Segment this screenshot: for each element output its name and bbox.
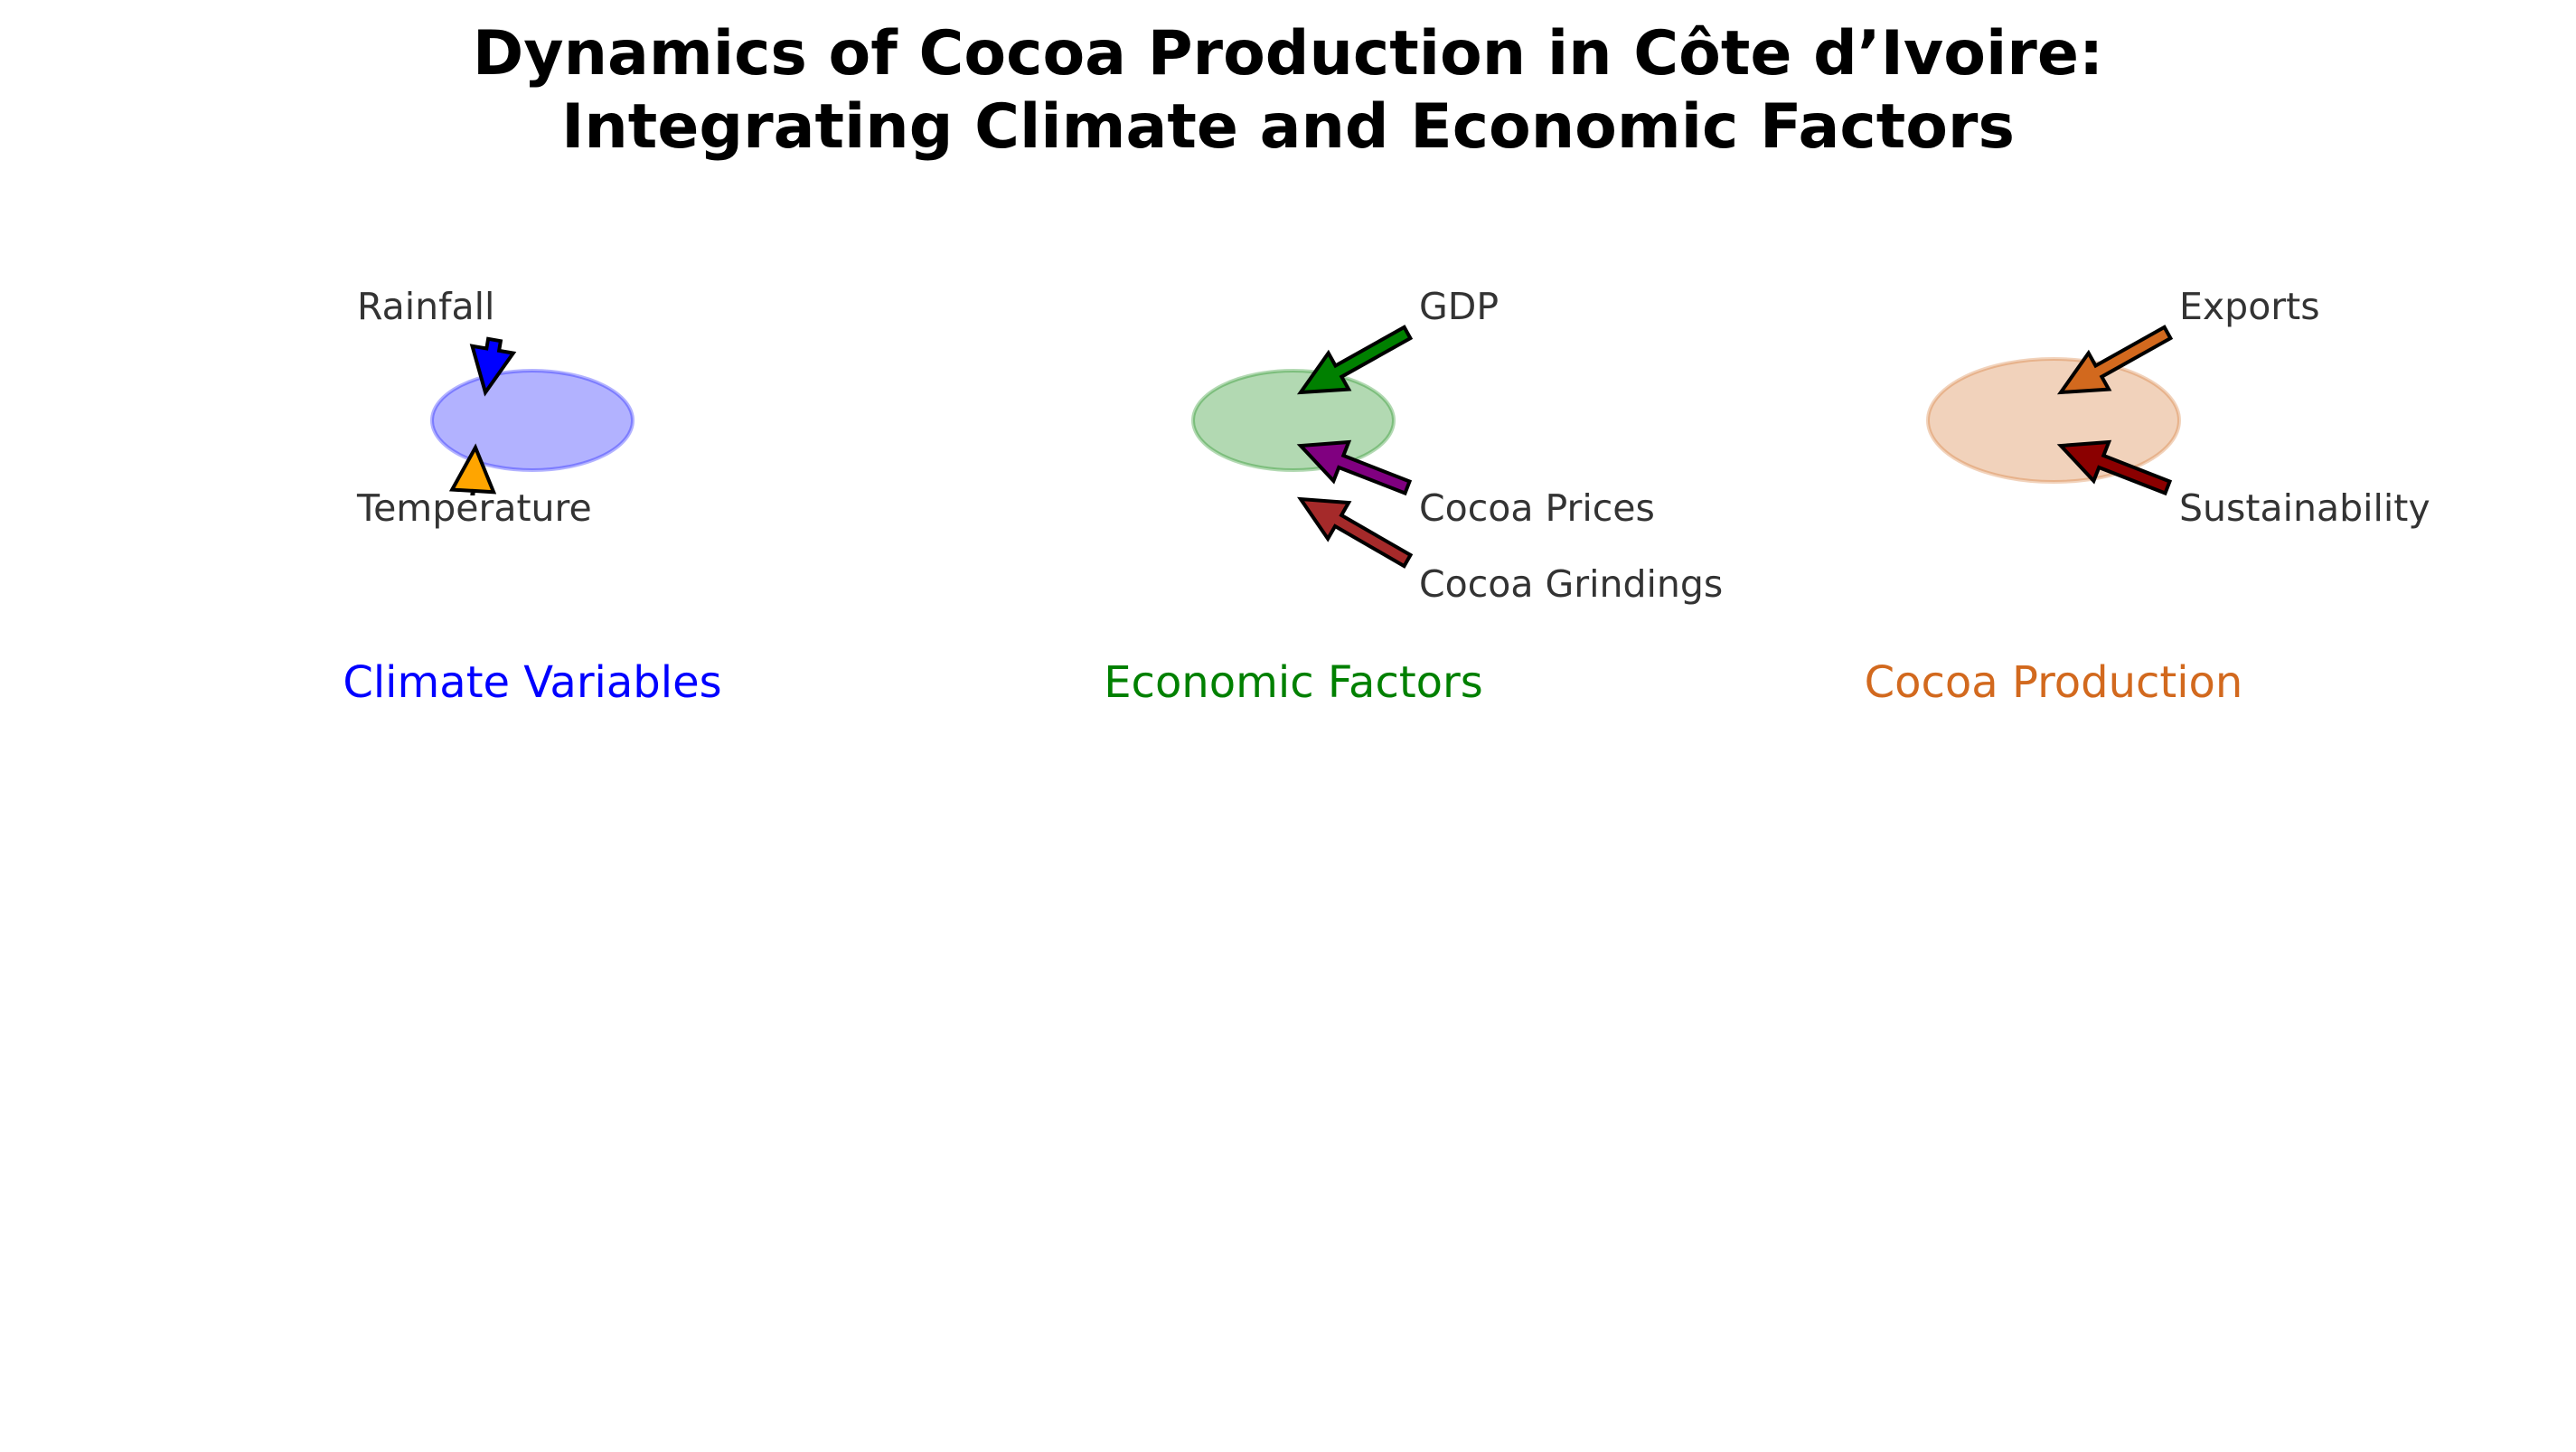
cocoa-production-node — [1926, 357, 2181, 484]
rainfall-arrow — [469, 336, 517, 397]
climate-variables-label: Climate Variables — [343, 657, 721, 708]
gdp-label: GDP — [1419, 285, 1499, 328]
gdp-arrow — [1296, 325, 1414, 395]
cocoa-prices-arrow — [1296, 439, 1413, 496]
economic-factors-node — [1191, 369, 1396, 472]
diagram-title-line-2: Integrating Climate and Economic Factors — [561, 91, 2015, 163]
climate-variables-node — [430, 369, 635, 472]
sustainability-arrow — [2056, 439, 2173, 496]
sustainability-label: Sustainability — [2179, 486, 2430, 530]
temperature-arrow — [448, 443, 497, 495]
rainfall-label: Rainfall — [357, 285, 494, 328]
cocoa-production-label: Cocoa Production — [1865, 657, 2243, 708]
exports-label: Exports — [2179, 285, 2320, 328]
diagram-title-line-1: Dynamics of Cocoa Production in Côte d’I… — [473, 18, 2103, 90]
economic-factors-label: Economic Factors — [1104, 657, 1483, 708]
temperature-label: Temperature — [356, 486, 592, 530]
cocoa-prices-label: Cocoa Prices — [1419, 486, 1655, 530]
cocoa-grindings-arrow — [1296, 496, 1414, 569]
cocoa-grindings-label: Cocoa Grindings — [1419, 562, 1723, 606]
exports-arrow — [2056, 325, 2174, 395]
